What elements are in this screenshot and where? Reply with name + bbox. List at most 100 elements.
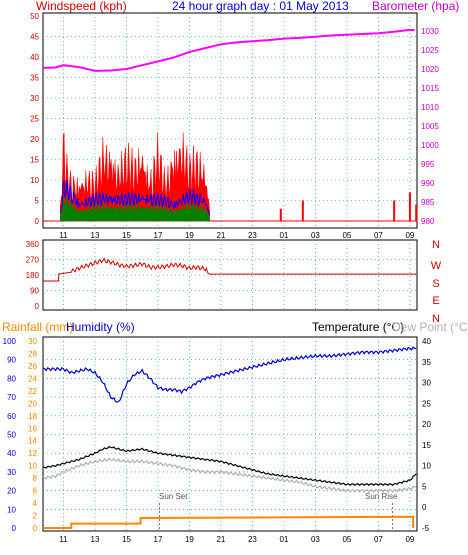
humidity-tick: 70 bbox=[7, 393, 16, 402]
sunset-label: Sun Set bbox=[159, 492, 188, 501]
rainfall-tick: 6 bbox=[33, 487, 38, 496]
humidity-title: Humidity (%) bbox=[66, 320, 135, 334]
humidity-tick: 50 bbox=[7, 431, 16, 440]
grid-lines bbox=[43, 13, 417, 531]
barometer-tick: 1025 bbox=[421, 46, 439, 55]
hour-tick-top: 13 bbox=[91, 231, 100, 240]
hour-tick-top: 03 bbox=[311, 231, 320, 240]
rainfall-line bbox=[43, 515, 415, 529]
windspeed-tick: 50 bbox=[30, 12, 39, 21]
rainfall-tick: 22 bbox=[28, 387, 37, 396]
direction-tick: 90 bbox=[30, 287, 39, 296]
barometer-tick: 1015 bbox=[421, 84, 439, 93]
temperature-tick: 20 bbox=[422, 420, 431, 429]
direction-tick: 180 bbox=[26, 271, 40, 280]
hour-tick-bottom: 19 bbox=[185, 535, 194, 544]
rainfall-tick: 8 bbox=[33, 474, 38, 483]
barometer-tick: 1020 bbox=[421, 65, 439, 74]
windspeed-tick: 25 bbox=[30, 115, 39, 124]
direction-line bbox=[43, 257, 417, 282]
humidity-tick: 20 bbox=[7, 487, 16, 496]
hour-tick-bottom: 01 bbox=[279, 535, 288, 544]
barometer-tick: 1005 bbox=[421, 122, 439, 131]
hour-tick-bottom: 09 bbox=[405, 535, 414, 544]
temperature-tick: 35 bbox=[422, 358, 431, 367]
humidity-tick: 10 bbox=[7, 505, 16, 514]
windspeed-title: Windspeed (kph) bbox=[36, 0, 127, 13]
hour-tick-bottom: 07 bbox=[374, 535, 383, 544]
compass-label: W bbox=[431, 260, 442, 272]
compass-label: N bbox=[432, 239, 440, 251]
temperature-tick: -5 bbox=[422, 524, 430, 533]
windspeed-tick: 20 bbox=[30, 135, 39, 144]
dewpoint-title: Dew Point (°C) bbox=[392, 320, 468, 334]
gust-area bbox=[60, 132, 210, 222]
rainfall-tick: 20 bbox=[28, 399, 37, 408]
windspeed-tick: 30 bbox=[30, 94, 39, 103]
compass-label: E bbox=[432, 295, 439, 307]
direction-tick: 270 bbox=[26, 256, 40, 265]
hour-tick-bottom: 05 bbox=[342, 535, 351, 544]
barometer-tick: 985 bbox=[421, 198, 435, 207]
humidity-tick: 0 bbox=[12, 524, 17, 533]
temperature-title: Temperature (°C) bbox=[312, 320, 404, 334]
rainfall-tick: 26 bbox=[28, 362, 37, 371]
direction-tick: 0 bbox=[35, 302, 40, 311]
rainfall-tick: 2 bbox=[33, 512, 38, 521]
temperature-tick: 0 bbox=[422, 503, 427, 512]
hour-tick-top: 07 bbox=[374, 231, 383, 240]
tick-labels: 0510152025303540455098098599099510001005… bbox=[3, 12, 442, 544]
windspeed-tick: 40 bbox=[30, 53, 39, 62]
windspeed-tick: 45 bbox=[30, 33, 39, 42]
dewpoint-line bbox=[42, 457, 417, 494]
barometer-tick: 995 bbox=[421, 160, 435, 169]
rainfall-tick: 12 bbox=[28, 449, 37, 458]
humidity-tick: 80 bbox=[7, 374, 16, 383]
hour-tick-top: 19 bbox=[185, 231, 194, 240]
windspeed-tick: 15 bbox=[30, 156, 39, 165]
wind-low-area bbox=[60, 195, 210, 222]
barometer-tick: 990 bbox=[421, 179, 435, 188]
rainfall-tick: 4 bbox=[33, 499, 38, 508]
hour-tick-top: 23 bbox=[248, 231, 257, 240]
rainfall-tick: 14 bbox=[28, 437, 37, 446]
rainfall-title: Rainfall (mm) bbox=[2, 320, 73, 334]
humidity-tick: 40 bbox=[7, 449, 16, 458]
windspeed-tick: 35 bbox=[30, 74, 39, 83]
humidity-panel-frame bbox=[42, 336, 418, 532]
wind-panel-frame bbox=[42, 12, 418, 229]
temperature-tick: 40 bbox=[422, 337, 431, 346]
hour-tick-top: 21 bbox=[216, 231, 225, 240]
hour-tick-bottom: 17 bbox=[154, 535, 163, 544]
barometer-tick: 1030 bbox=[421, 27, 439, 36]
hour-tick-bottom: 15 bbox=[122, 535, 131, 544]
hour-tick-top: 17 bbox=[154, 231, 163, 240]
rainfall-tick: 24 bbox=[28, 374, 37, 383]
temperature-tick: 15 bbox=[422, 441, 431, 450]
windspeed-tick: 0 bbox=[35, 217, 40, 226]
hour-tick-top: 11 bbox=[59, 231, 68, 240]
barometer-tick: 1000 bbox=[421, 141, 439, 150]
rainfall-tick: 30 bbox=[28, 337, 37, 346]
direction-tick: 360 bbox=[26, 240, 40, 249]
temperature-tick: 30 bbox=[422, 379, 431, 388]
chart-title: 24 hour graph day : 01 May 2013 bbox=[172, 0, 349, 13]
hour-tick-top: 09 bbox=[405, 231, 414, 240]
compass-label: S bbox=[432, 278, 439, 290]
barometer-tick: 980 bbox=[421, 217, 435, 226]
humidity-tick: 100 bbox=[3, 337, 17, 346]
rainfall-tick: 28 bbox=[28, 349, 37, 358]
rainfall-tick: 0 bbox=[33, 524, 38, 533]
temperature-tick: 5 bbox=[422, 482, 427, 491]
hour-tick-bottom: 23 bbox=[248, 535, 257, 544]
temperature-tick: 10 bbox=[422, 462, 431, 471]
humidity-line bbox=[42, 346, 417, 403]
barometer-title: Barometer (hpa) bbox=[372, 0, 459, 13]
humidity-tick: 90 bbox=[7, 356, 16, 365]
barometer-line bbox=[42, 28, 415, 72]
hour-tick-top: 05 bbox=[342, 231, 351, 240]
sunrise-label: Sun Rise bbox=[365, 492, 398, 501]
temperature-tick: 25 bbox=[422, 399, 431, 408]
barometer-tick: 1010 bbox=[421, 103, 439, 112]
